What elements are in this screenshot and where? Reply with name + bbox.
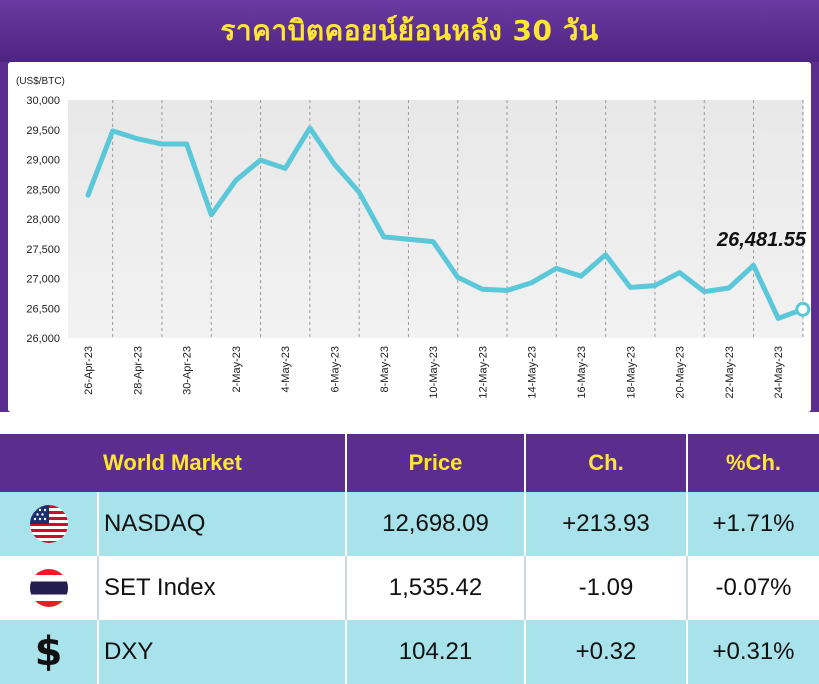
y-tick-label: 26,500 [26, 303, 60, 315]
market-name: SET Index [98, 556, 347, 620]
header-percent-change: %Ch. [687, 434, 819, 492]
header-world-market: World Market [0, 434, 347, 492]
last-value-label: 26,481.55 [716, 229, 807, 251]
y-tick-label: 27,000 [26, 274, 60, 286]
x-tick-label: 10-May-23 [428, 346, 440, 399]
header-change: Ch. [525, 434, 688, 492]
x-tick-label: 8-May-23 [379, 346, 391, 392]
table-row: $ DXY 104.21 +0.32 +0.31% [0, 620, 819, 684]
y-tick-label: 29,000 [26, 155, 60, 167]
x-tick-label: 22-May-23 [724, 346, 736, 399]
y-unit-label: (US$/BTC) [16, 76, 65, 87]
market-name: NASDAQ [98, 492, 347, 556]
x-tick-label: 4-May-23 [280, 346, 292, 392]
chart-title: ราคาบิตคอยน์ย้อนหลัง 30 วัน [220, 14, 599, 47]
x-tick-label: 16-May-23 [576, 346, 588, 399]
world-market-table: World Market Price Ch. %Ch. [0, 434, 819, 684]
market-price: 104.21 [346, 620, 526, 684]
x-tick-label: 20-May-23 [675, 346, 687, 399]
bitcoin-price-chart: 30,000 29,500 29,000 28,500 28,000 27,500 27,0… [16, 76, 811, 399]
table-row: SET Index 1,535.42 -1.09 -0.07% [0, 556, 819, 620]
market-percent-change: +1.71% [687, 492, 819, 556]
plot-area [68, 100, 804, 338]
market-change: -1.09 [525, 556, 688, 620]
y-tick-label: 26,000 [26, 333, 60, 345]
y-tick-label: 28,500 [26, 184, 60, 196]
last-point-marker [795, 301, 811, 317]
dollar-icon: $ [34, 629, 63, 675]
market-price: 12,698.09 [346, 492, 526, 556]
x-tick-label: 28-Apr-23 [132, 346, 144, 395]
market-percent-change: -0.07% [687, 556, 819, 620]
thai-flag-icon [29, 569, 68, 607]
y-tick-label: 28,000 [26, 214, 60, 226]
separator [0, 412, 819, 434]
header-bar: ราคาบิตคอยน์ย้อนหลัง 30 วัน [0, 0, 819, 62]
price-line [85, 125, 806, 321]
chart-panel: 30,000 29,500 29,000 28,500 28,000 27,500 27,0… [8, 62, 811, 412]
us-flag-icon [29, 505, 68, 543]
x-tick-label: 12-May-23 [477, 346, 489, 399]
market-percent-change: +0.31% [687, 620, 819, 684]
x-tick-label: 14-May-23 [527, 346, 539, 399]
y-tick-label: 27,500 [26, 244, 60, 256]
x-tick-label: 26-Apr-23 [83, 346, 95, 395]
header-price: Price [346, 434, 526, 492]
table-header-row: World Market Price Ch. %Ch. [0, 434, 819, 492]
market-change: +0.32 [525, 620, 688, 684]
table-row: NASDAQ 12,698.09 +213.93 +1.71% [0, 492, 819, 556]
market-name: DXY [98, 620, 347, 684]
market-change: +213.93 [525, 492, 688, 556]
y-tick-label: 30,000 [26, 95, 60, 107]
y-tick-label: 29,500 [26, 125, 60, 137]
x-tick-label: 2-May-23 [231, 346, 243, 392]
x-tick-label: 30-Apr-23 [182, 346, 194, 395]
x-tick-label: 18-May-23 [625, 346, 637, 399]
market-price: 1,535.42 [346, 556, 526, 620]
x-tick-label: 24-May-23 [773, 346, 785, 399]
x-tick-label: 6-May-23 [330, 346, 342, 392]
